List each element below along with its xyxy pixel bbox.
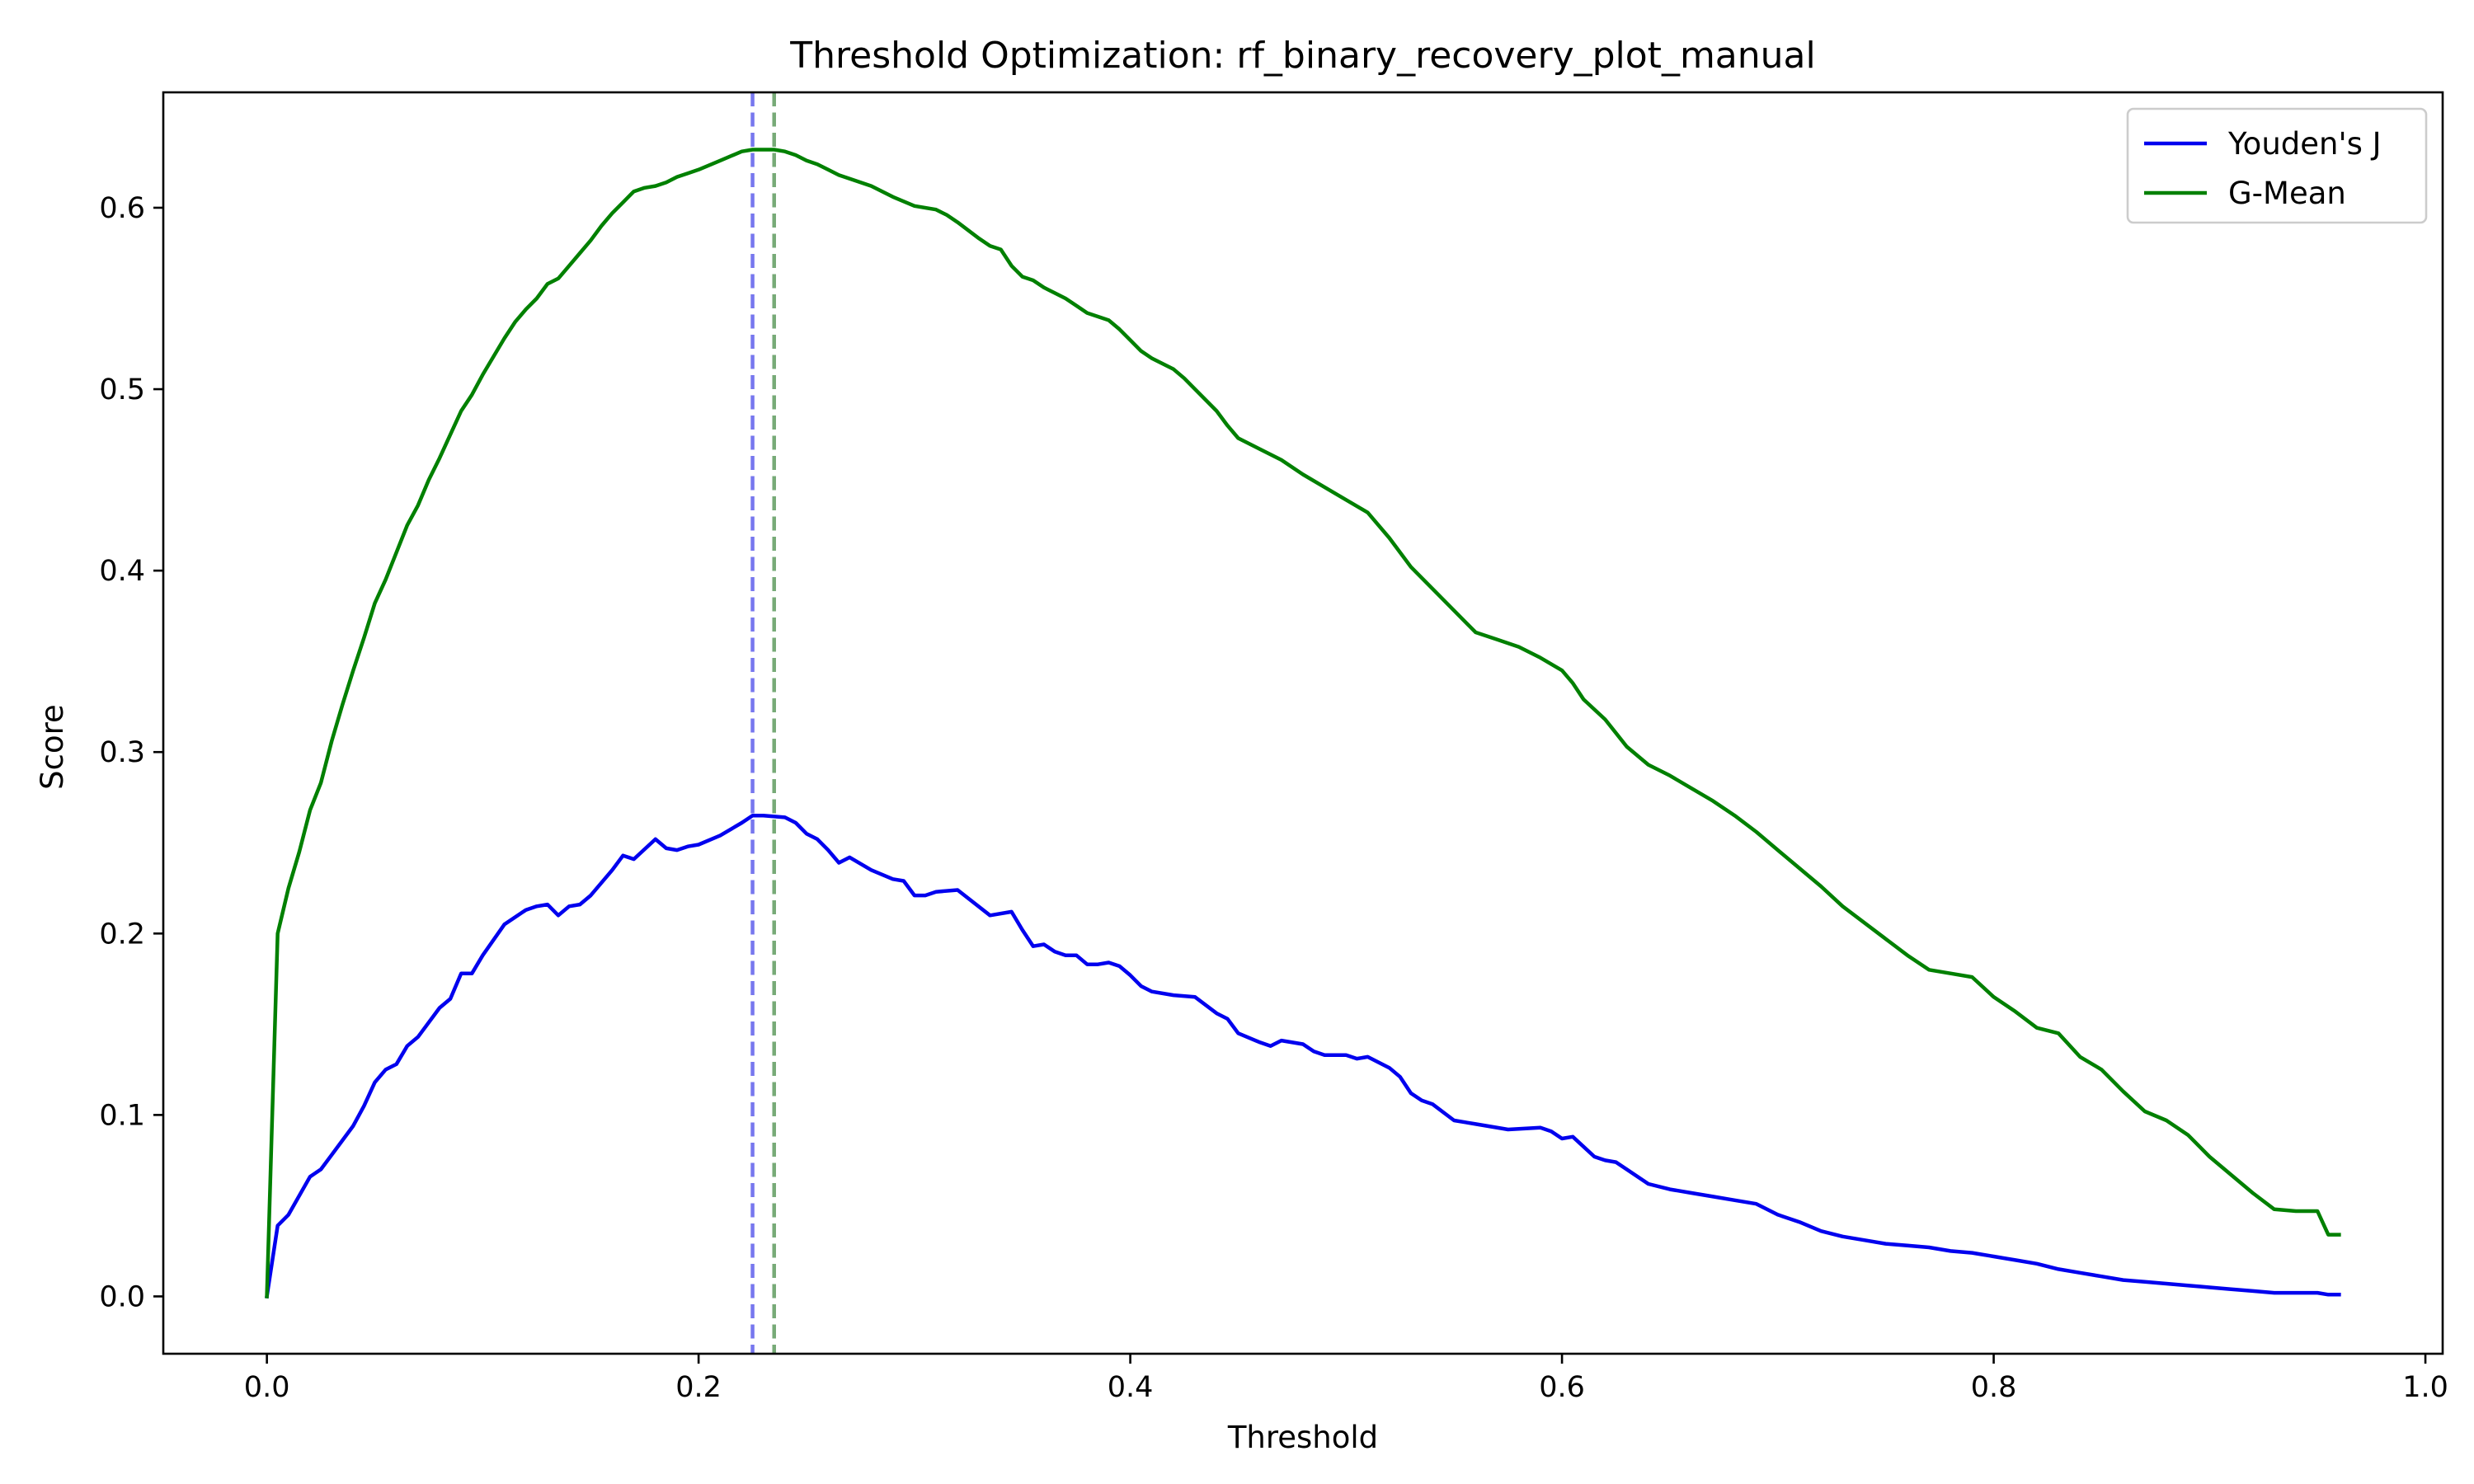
x-tick-label: 0.8 <box>1971 1371 2017 1404</box>
y-tick-label: 0.3 <box>99 736 145 769</box>
plot-background <box>163 92 2443 1354</box>
series-lines <box>265 148 2341 1299</box>
x-axis-label: Threshold <box>1227 1420 1378 1455</box>
axes: 0.0 0.2 0.4 0.6 0.8 1.0 0.0 0.1 0.2 0.3 0.4 0.5 0.6 <box>99 91 2448 1404</box>
legend-label-0: Youden's J <box>2227 126 2382 162</box>
y-tick-label: 0.2 <box>99 918 145 951</box>
y-tick-label: 0.1 <box>99 1099 145 1132</box>
y-tick-label: 0.5 <box>99 373 145 406</box>
x-tick-label: 0.6 <box>1539 1371 1585 1404</box>
chart-title: Threshold Optimization: rf_binary_recove… <box>789 35 1815 77</box>
plot-area <box>163 92 2443 1354</box>
y-tick-label: 0.6 <box>99 192 145 225</box>
series-line-1 <box>265 148 2341 1298</box>
y-tick-label: 0.4 <box>99 555 145 588</box>
axes-frame <box>162 91 2444 1355</box>
series-line-0 <box>265 813 2341 1299</box>
x-tick-label: 0.0 <box>244 1371 290 1404</box>
x-tick-label: 1.0 <box>2402 1371 2448 1404</box>
optimal-threshold-lines <box>750 92 776 1354</box>
legend: Youden's J G-Mean <box>2126 107 2428 224</box>
x-tick-label: 0.4 <box>1108 1371 1154 1404</box>
x-tick-label: 0.2 <box>675 1371 722 1404</box>
y-axis-label: Score <box>35 704 70 790</box>
y-tick-label: 0.0 <box>99 1280 145 1313</box>
legend-label-1: G-Mean <box>2228 176 2346 211</box>
